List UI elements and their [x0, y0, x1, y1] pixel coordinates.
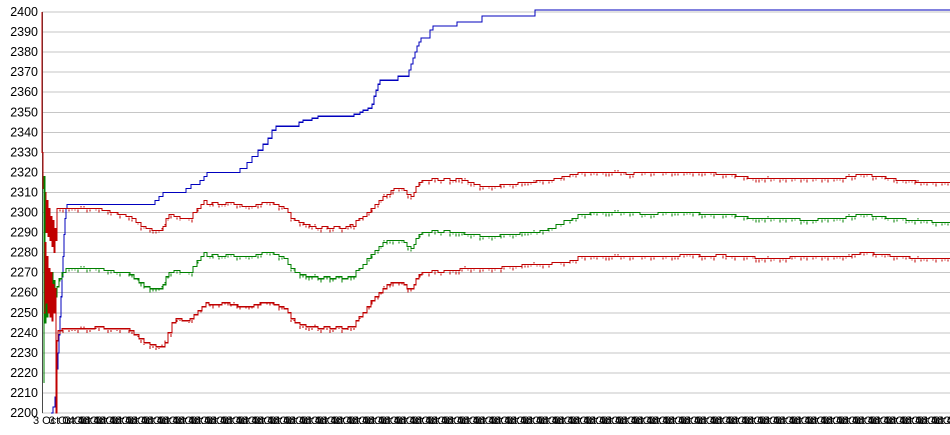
y-axis-tick-label: 2370 — [10, 65, 38, 79]
x-axis-tick-label: 3 Oct 04:48 — [728, 415, 786, 427]
x-axis-tick-label: 3 Oct 04:48 — [443, 415, 501, 427]
x-axis-tick-label: 3 Oct 04:48 — [586, 415, 643, 427]
x-axis-tick-label: 3 Oct 04:48 — [143, 415, 201, 427]
x-axis-tick-label: 3 Oct 04:48 — [64, 415, 122, 427]
x-axis-tick-label: 3 Oct 04:48 — [349, 415, 406, 427]
x-axis-tick-label: 3 Oct 04:48 — [222, 415, 280, 427]
green-middle-line — [43, 175, 950, 383]
x-axis-tick-label: 3 Oct 04:48 — [285, 415, 343, 427]
x-axis-tick-label: 3 Oct 04:48 — [96, 415, 154, 427]
x-axis-tick-label: 3 Oct 04:48 — [254, 415, 312, 427]
x-axis-tick-label: 3 Oct 04:48 — [412, 415, 470, 427]
y-axis-tick-label: 2400 — [10, 5, 38, 19]
x-axis-tick-label: 3 Oct 04:48 — [886, 415, 944, 427]
x-axis-tick-label: 3 Oct 04:48 — [80, 415, 138, 427]
x-axis-tick-label: 3 Oct 04:48 — [206, 415, 264, 427]
x-axis-tick-label: 3 Oct 04:48 — [554, 415, 612, 427]
x-axis-tick-label: 3 Oct 04:48 — [570, 415, 628, 427]
y-axis-tick-label: 2260 — [10, 286, 38, 300]
y-axis-tick-label: 2350 — [10, 105, 38, 119]
red-upper-band — [41, 12, 950, 254]
x-axis-tick-label: 3 Oct 04:48 — [491, 415, 549, 427]
x-axis-tick-label: 3 Oct 04:48 — [744, 415, 801, 427]
x-axis-tick-label: 3 Oct 04:48 — [33, 415, 90, 427]
x-axis-tick-label: 3 Oct 04:48 — [127, 415, 185, 427]
y-axis-tick-label: 2380 — [10, 45, 38, 59]
x-axis-tick-label: 3 Oct 04:48 — [428, 415, 485, 427]
y-axis-tick-label: 2280 — [10, 246, 38, 260]
x-axis-tick-label: 3 Oct 04:48 — [333, 415, 391, 427]
blue-cumulative-line — [51, 9, 950, 414]
x-axis-tick-label: 3 Oct 04:48 — [665, 415, 722, 427]
x-axis-tick-label: 3 Oct 04:48 — [301, 415, 359, 427]
y-axis-tick-label: 2200 — [10, 406, 38, 420]
x-axis-tick-label: 3 Oct 04:48 — [396, 415, 454, 427]
x-axis-tick-label: 3 Oct 04:48 — [838, 415, 896, 427]
y-axis-tick-label: 2210 — [10, 386, 38, 400]
x-axis-tick-label: 3 Oct 04:48 — [475, 415, 533, 427]
y-axis-tick-label: 2390 — [10, 25, 38, 39]
x-axis-tick-label: 3 Oct 04:48 — [522, 415, 580, 427]
x-axis-tick-label: 3 Oct 04:48 — [507, 415, 564, 427]
y-axis-tick-label: 2240 — [10, 326, 38, 340]
x-axis-tick-label: 3 Oct 04:48 — [538, 415, 596, 427]
x-axis-tick-label: 3 Oct 04:48 — [807, 415, 865, 427]
y-axis-tick-label: 2360 — [10, 85, 38, 99]
x-axis-labels: 3 Oct 04:48 3 Oct 04:48 3 Oct 04:48 3 Oct 0… — [0, 414, 950, 430]
x-axis-tick-label: 3 Oct 04:48 — [917, 415, 950, 427]
y-axis-tick-label: 2300 — [10, 206, 38, 220]
x-axis-tick-label: 3 Oct 04:48 — [601, 415, 659, 427]
y-axis-tick-label: 2250 — [10, 306, 38, 320]
x-axis-tick-label: 3 Oct 04:48 — [238, 415, 296, 427]
x-axis-tick-label: 3 Oct 04:48 — [870, 415, 928, 427]
y-axis-tick-label: 2310 — [10, 185, 38, 199]
x-axis-tick-label: 3 Oct 04:48 — [617, 415, 675, 427]
green-middle-line-noise — [59, 210, 949, 293]
x-axis-tick-label: 3 Oct 04:48 — [112, 415, 169, 427]
x-axis-tick-label: 3 Oct 04:48 — [775, 415, 833, 427]
red-upper-band-noise — [59, 169, 949, 234]
x-axis-tick-label: 3 Oct 04:48 — [933, 415, 950, 427]
x-axis-tick-label: 3 Oct 04:48 — [680, 415, 738, 427]
x-axis-tick-label: 3 Oct 04:48 — [191, 415, 248, 427]
x-axis-tick-label: 3 Oct 04:48 — [712, 415, 770, 427]
x-axis-tick-label: 3 Oct 04:48 — [791, 415, 849, 427]
x-axis-tick-label: 3 Oct 04:48 — [696, 415, 754, 427]
x-axis-tick-label: 3 Oct 04:48 — [633, 415, 691, 427]
y-axis-tick-label: 2270 — [10, 266, 38, 280]
x-axis-tick-label: 3 Oct 04:48 — [175, 415, 233, 427]
x-axis-tick-label: 3 Oct 04:48 — [823, 415, 880, 427]
x-axis-tick-label: 3 Oct 04:48 — [854, 415, 912, 427]
y-axis-tick-label: 2230 — [10, 346, 38, 360]
y-axis-tick-label: 2220 — [10, 366, 38, 380]
x-axis-tick-label: 3 Oct 04:48 — [270, 415, 327, 427]
x-axis-tick-label: 3 Oct 04:48 — [759, 415, 817, 427]
y-axis-tick-label: 2330 — [10, 145, 38, 159]
x-axis-tick-label: 3 Oct 04:48 — [380, 415, 438, 427]
red-lower-band-noise — [59, 253, 949, 350]
x-axis-tick-label: 3 Oct 04:48 — [649, 415, 707, 427]
y-axis-tick-label: 2340 — [10, 125, 38, 139]
red-lower-band — [44, 242, 950, 414]
y-axis-tick-label: 2290 — [10, 226, 38, 240]
x-axis-tick-label: 3 Oct 04:48 — [159, 415, 217, 427]
x-axis-tick-label: 3 Oct 04:48 — [364, 415, 422, 427]
x-axis-tick-label: 3 Oct 04:48 — [48, 415, 106, 427]
x-axis-tick-label: 3 Oct 04:48 — [902, 415, 950, 427]
x-axis-tick-label: 3 Oct 04:48 — [459, 415, 517, 427]
x-axis-tick-label: 3 Oct 04:48 — [317, 415, 375, 427]
y-axis-tick-label: 2320 — [10, 165, 38, 179]
